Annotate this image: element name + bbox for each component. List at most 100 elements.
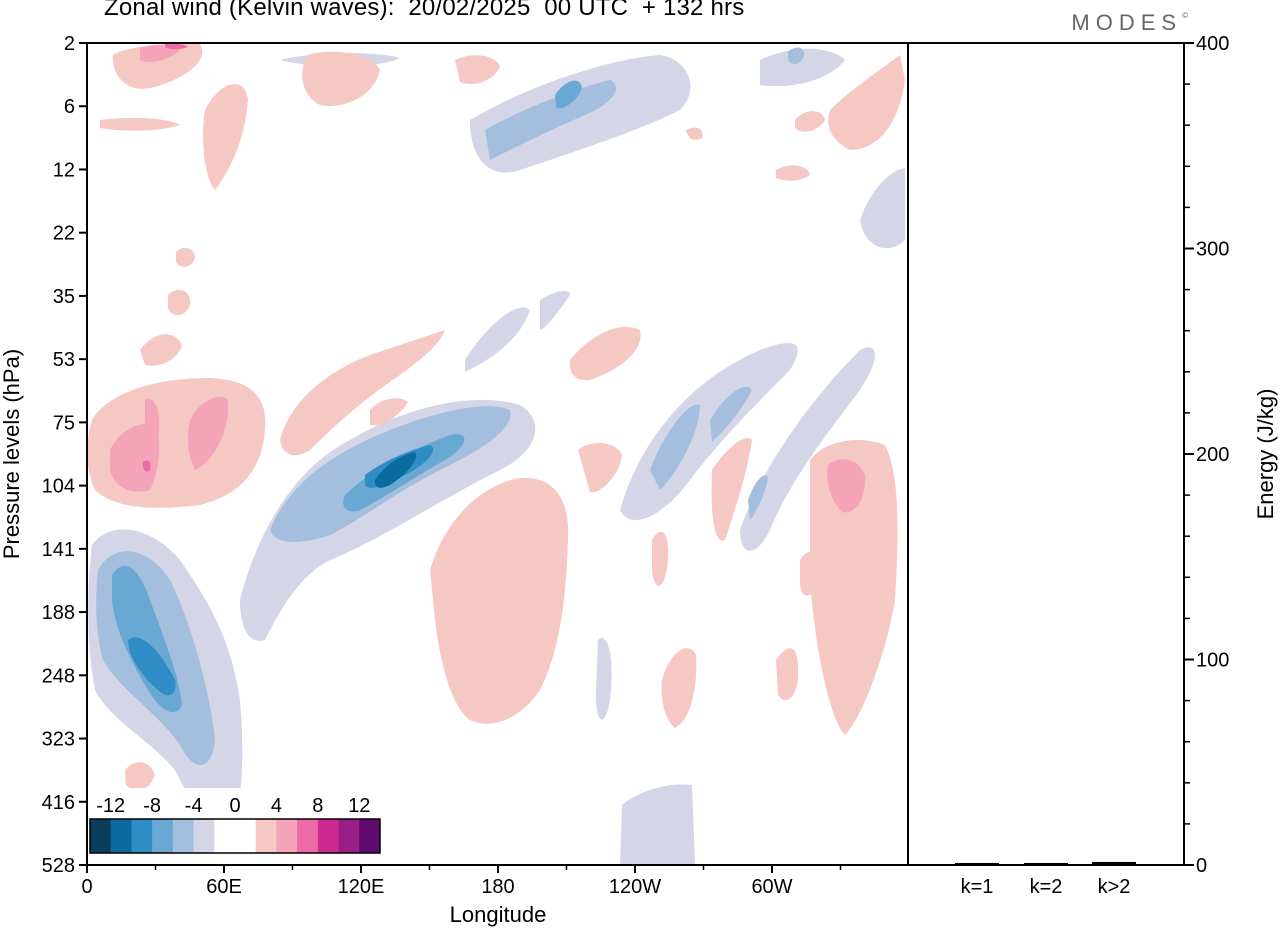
x-axis-title: Longitude <box>450 902 547 927</box>
energy-bar <box>955 862 999 865</box>
positive-anomaly-deep <box>142 43 188 472</box>
energy-tick-label: 100 <box>1196 650 1229 672</box>
pressure-tick-label: 2 <box>64 33 75 55</box>
y-axis-title: Pressure levels (hPa) <box>0 349 24 559</box>
longitude-tick-label: 60E <box>206 876 242 898</box>
pos-region-mid-right-2 <box>711 438 752 541</box>
pos-region-small-7 <box>800 551 819 596</box>
longitude-tick-label: 60W <box>751 876 792 898</box>
longitude-axis: 0 60E 120E 180 120W 60W <box>81 865 842 898</box>
pos-region-top-left <box>112 43 203 89</box>
neg-region-right-band <box>740 347 875 551</box>
neg-mid-upper <box>485 80 616 160</box>
pos-region-top-center <box>302 51 380 106</box>
pos-region-mid-right-1 <box>578 443 622 493</box>
pos-region-small-4 <box>776 165 810 181</box>
modes-logo: MODES© <box>1071 10 1188 36</box>
pos-region-small-3 <box>176 247 195 267</box>
colorbar-tick-label: -12 <box>96 795 125 817</box>
neg-region-small-3 <box>540 290 570 330</box>
energy-tick-label: 0 <box>1196 855 1207 877</box>
pressure-tick-label: 141 <box>42 539 75 561</box>
neg-region-diagonal-band <box>240 399 536 641</box>
pos-region-small-6 <box>370 398 408 426</box>
neg-mid-right-3 <box>748 475 768 520</box>
pressure-tick-label: 248 <box>42 665 75 687</box>
neg-mid-right-1 <box>650 404 700 490</box>
energy-bars: k=1 k=2 k>2 <box>955 861 1136 898</box>
colorbar-frame <box>89 818 381 854</box>
colorbar-swatch <box>297 819 319 853</box>
pressure-tick-label: 104 <box>42 476 75 498</box>
pressure-tick-label: 22 <box>53 223 75 245</box>
colorbar-swatch <box>152 819 174 853</box>
pressure-axis: 2 6 12 22 35 53 75 104 141 188 248 323 416 528 <box>42 33 87 877</box>
colorbar-swatch <box>172 819 195 853</box>
pos-region-mid-upper <box>569 326 641 381</box>
pressure-tick-label: 75 <box>53 412 75 434</box>
pressure-tick-label: 416 <box>42 792 75 814</box>
pos-region-lower-2 <box>661 648 697 728</box>
colorbar-tick-label: -8 <box>143 795 161 817</box>
pos-mid-right <box>827 459 866 513</box>
colorbar-swatch <box>193 819 215 853</box>
colorbar-swatch <box>255 819 277 853</box>
energy-plot-frame <box>907 42 1185 866</box>
colorbar-swatch <box>110 819 132 853</box>
pressure-tick-label: 53 <box>53 349 75 371</box>
longitude-tick-label: 180 <box>481 876 514 898</box>
colorbar-swatch <box>359 819 381 853</box>
neg-region-small-1 <box>595 638 612 720</box>
colorbar-tick-label: 8 <box>312 795 323 817</box>
pressure-tick-label: 528 <box>42 855 75 877</box>
pos-region-upper-left-blob <box>203 83 248 190</box>
pos-region-top-right <box>828 55 905 150</box>
pos-region-top-mid <box>455 55 500 85</box>
pos-mid-top <box>140 44 180 62</box>
negative-anomaly-darkest <box>374 452 416 488</box>
colorbar-tick-label: -4 <box>185 795 203 817</box>
longitude-tick-label: 0 <box>81 876 92 898</box>
colorbar-swatch <box>317 819 340 853</box>
pos-region-upper-left-strip <box>100 117 180 131</box>
neg-mid-top-right <box>788 47 805 65</box>
logo-text: MODES <box>1071 10 1183 35</box>
pressure-tick-label: 6 <box>64 96 75 118</box>
neg-region-bottom <box>620 784 695 865</box>
energy-category-label: k=1 <box>961 876 994 898</box>
energy-category-label: k>2 <box>1098 876 1131 898</box>
pos-region-small-1 <box>140 334 182 366</box>
neg-deep-upper <box>555 80 582 109</box>
chart-title: Zonal wind (Kelvin waves): 20/02/2025 00… <box>104 0 745 21</box>
pos-region-small-2 <box>168 289 191 316</box>
longitude-tick-label: 120E <box>338 876 385 898</box>
pos-deep-small <box>142 460 151 472</box>
pos-region-lower-3 <box>776 648 799 700</box>
pos-deep-top <box>165 43 188 50</box>
energy-bar <box>1092 861 1136 865</box>
neg-core-lower-left <box>128 637 176 696</box>
energy-tick-label: 400 <box>1196 33 1229 55</box>
colorbar-tick-label: 12 <box>348 795 370 817</box>
pos-mid-left-tongue <box>145 399 160 444</box>
colorbar-swatch <box>276 819 298 853</box>
pos-mid-left-blob <box>187 396 229 470</box>
contour-field <box>87 43 908 865</box>
energy-bar <box>1024 862 1068 865</box>
pos-mid-left-cluster <box>110 423 160 492</box>
colorbar-swatch <box>214 819 236 853</box>
pos-region-small-5 <box>795 111 825 132</box>
neg-region-small-2 <box>465 307 530 372</box>
pressure-tick-label: 12 <box>53 159 75 181</box>
colorbar-swatch <box>131 819 153 853</box>
neg-darkest-core <box>374 452 416 488</box>
colorbar: -12 -8 -4 0 4 8 12 <box>88 788 382 856</box>
pos-region-lower-4 <box>125 762 155 791</box>
neg-mid-right-2 <box>710 386 752 442</box>
energy-axis: 0 100 200 300 400 <box>1184 33 1229 877</box>
pos-region-lower-1 <box>652 531 669 587</box>
energy-axis-title: Energy (J/kg) <box>1253 389 1278 520</box>
colorbar-tick-label: 0 <box>229 795 240 817</box>
pos-region-center <box>430 477 569 724</box>
